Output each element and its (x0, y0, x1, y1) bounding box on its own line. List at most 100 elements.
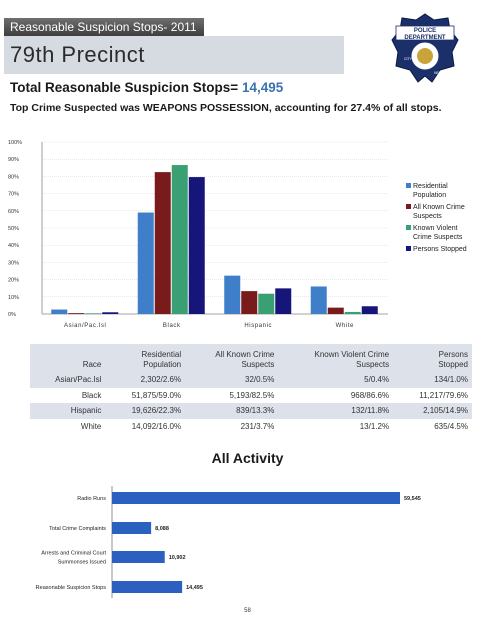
y-tick-label: 90% (8, 157, 19, 163)
total-stops-value: 14,495 (241, 80, 284, 95)
title-band (4, 36, 344, 74)
badge-arc-left: CITY OF (404, 57, 418, 61)
y-tick-label: 10% (8, 295, 19, 301)
chart-legend: Residential Population All Known Crime Susp… (406, 183, 467, 253)
category-label: Hispanic (244, 323, 272, 329)
badge-line1: POLICE (414, 28, 436, 34)
table-cell: 11,217/79.6% (419, 390, 468, 400)
category-label: Asian/Pac.Isl (64, 323, 106, 329)
legend-label: Suspects (413, 213, 442, 220)
bar (171, 165, 188, 314)
category-label: Black (163, 323, 181, 329)
legend-label: Residential (413, 183, 448, 190)
col-known-crime: All Known Crime Suspects (215, 350, 275, 369)
activity-bar (112, 581, 183, 593)
table-header-row: Race Residential Population All Known Cri… (30, 344, 472, 372)
col-known-violent: Known Violent Crime Suspects (314, 350, 390, 369)
y-axis-ticks: 0% 10% 20% 30% 40% 50% 60% 70% 80% 90% 100% (8, 140, 22, 318)
legend-label: Crime Suspects (413, 234, 463, 241)
table-row: Black 51,875/59.0% 5,193/82.5% 968/86.6%… (30, 387, 472, 403)
legend-swatch (406, 183, 411, 188)
bar (68, 313, 85, 314)
table-cell: 13/1.2% (359, 421, 390, 431)
activity-value-label: 14,495 (186, 585, 203, 591)
col-persons-stopped: Persons Stopped (438, 350, 468, 369)
table-row: White 14,092/16.0% 231/3.7% 13/1.2% 635/… (30, 418, 472, 434)
y-tick-label: 30% (8, 260, 19, 266)
y-tick-label: 50% (8, 226, 19, 232)
activity-bar (112, 522, 152, 534)
y-tick-label: 60% (8, 209, 19, 215)
badge-line2: DEPARTMENT (404, 35, 446, 41)
precinct-title: 79th Precinct (10, 42, 145, 67)
bar (85, 313, 102, 314)
bar (327, 307, 344, 314)
activity-category-label: Total Crime Complaints (49, 526, 106, 532)
top-crime-line: Top Crime Suspected was WEAPONS POSSESSI… (10, 102, 442, 114)
y-tick-label: 70% (8, 192, 19, 198)
badge-arc-right: NEW YORK (434, 71, 454, 75)
activity-chart: 59,545 Radio Runs 8,088 Total Crime Complai… (36, 486, 421, 598)
police-badge-logo: POLICE DEPARTMENT CITY OF NEW YORK (391, 13, 459, 83)
legend-label: All Known Crime (413, 204, 465, 211)
table-cell: 635/4.5% (434, 421, 468, 431)
y-tick-label: 100% (8, 140, 22, 146)
table-cell-race: White (80, 421, 102, 431)
bar (310, 286, 327, 314)
chart-grid (41, 141, 388, 315)
table-cell: 14,092/16.0% (131, 421, 182, 431)
table-cell-race: Black (81, 390, 102, 400)
activity-bar (112, 551, 165, 563)
legend-label: Population (413, 192, 446, 199)
bar (154, 172, 171, 314)
table-cell: 51,875/59.0% (131, 390, 182, 400)
activity-value-label: 8,088 (155, 526, 169, 532)
table-cell: 231/3.7% (240, 421, 275, 431)
table-cell: 132/11.8% (351, 406, 390, 416)
table-cell: 134/1.0% (434, 375, 468, 385)
legend-label: Known Violent (413, 225, 458, 232)
table-cell: 5,193/82.5% (229, 390, 275, 400)
bar (137, 212, 154, 314)
table-cell: 968/86.6% (350, 390, 390, 400)
activity-bar (112, 492, 400, 504)
table-cell: 2,105/14.9% (423, 406, 468, 416)
activity-category-label: Arrests and Criminal Court (41, 551, 106, 557)
legend-label: Persons Stopped (413, 246, 467, 253)
table-row: Hispanic 19,626/22.3% 839/13.3% 132/11.8… (30, 403, 472, 419)
col-residential: Residential Population (141, 350, 182, 369)
bar (51, 309, 68, 314)
legend-swatch (406, 225, 411, 230)
bar (361, 306, 378, 314)
bar (258, 293, 275, 314)
table-cell: 839/13.3% (236, 406, 275, 416)
bar (241, 291, 258, 314)
table-cell-race: Hispanic (70, 406, 102, 416)
activity-category-label: Summonses Issued (58, 560, 106, 566)
total-stops-label: Total Reasonable Suspicion Stops= (10, 80, 239, 95)
y-tick-label: 20% (8, 278, 19, 284)
legend-swatch (406, 246, 411, 251)
report-header-bar: Reasonable Suspicion Stops- 2011 (4, 18, 204, 36)
table-row: Asian/Pac.Isl 2,302/2.6% 32/0.5% 5/0.4% … (30, 372, 472, 388)
activity-bars: 59,545 Radio Runs 8,088 Total Crime Complai… (36, 492, 421, 593)
total-stops-line: Total Reasonable Suspicion Stops= 14,495 (10, 80, 283, 95)
y-tick-label: 80% (8, 174, 19, 180)
activity-chart-title: All Activity (211, 450, 284, 466)
bar (102, 312, 119, 314)
chart-bars (51, 165, 378, 314)
table-cell: 2,302/2.6% (140, 375, 182, 385)
activity-category-label: Reasonable Suspicion Stops (36, 585, 107, 591)
table-cell: 19,626/22.3% (131, 406, 182, 416)
bar (224, 275, 241, 314)
table-cell: 32/0.5% (245, 375, 275, 385)
table-cell-race: Asian/Pac.Isl (55, 375, 102, 385)
activity-value-label: 59,545 (404, 496, 421, 502)
bar (344, 311, 361, 314)
category-labels: Asian/Pac.Isl Black Hispanic White (64, 323, 353, 329)
legend-swatch (406, 204, 411, 209)
bar (275, 288, 292, 314)
page-number: 58 (244, 608, 251, 614)
race-distribution-chart: 0% 10% 20% 30% 40% 50% 60% 70% 80% 90% 100% Asian/… (8, 140, 467, 329)
y-tick-label: 0% (8, 312, 16, 318)
